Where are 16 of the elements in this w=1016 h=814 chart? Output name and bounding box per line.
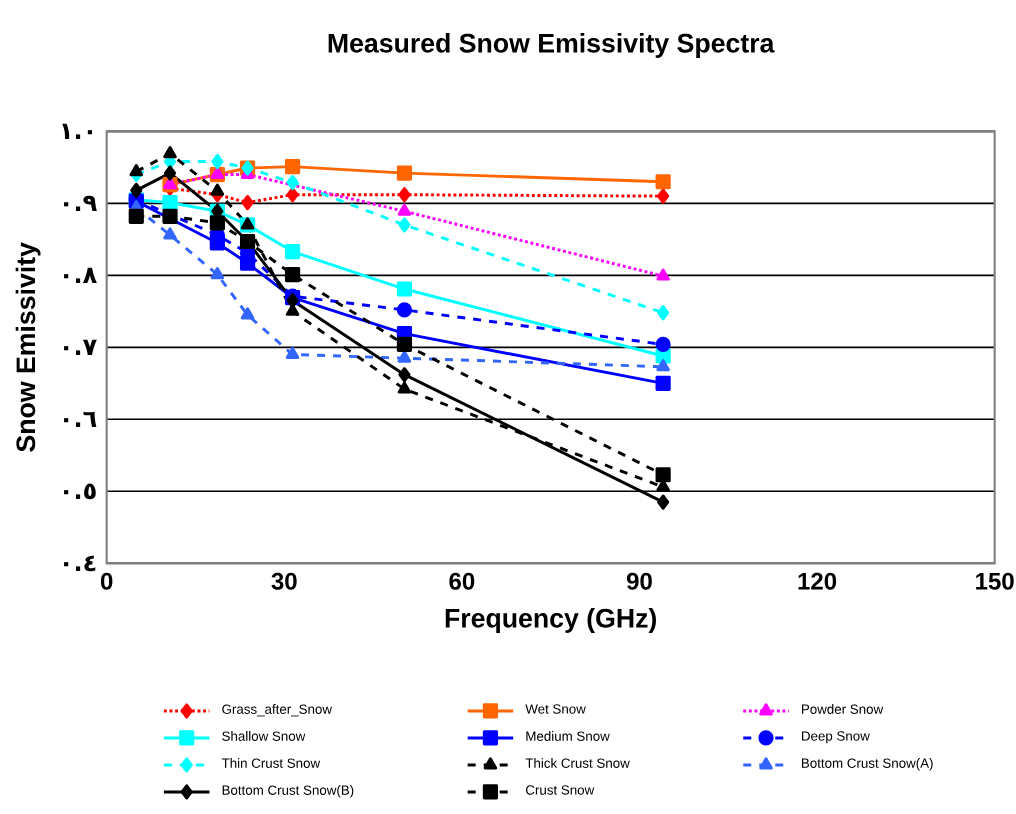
x-tick-label: 0 bbox=[100, 572, 113, 590]
x-axis-title: Frequency (GHz) bbox=[445, 608, 656, 633]
y-tick-label: ٠.٤ bbox=[64, 555, 96, 572]
y-axis-title: Snow Emissivity bbox=[15, 242, 41, 452]
x-tick-label: 120 bbox=[798, 572, 837, 590]
x-tick-label: 30 bbox=[271, 572, 297, 590]
y-tick-label: ٠.٥ bbox=[64, 483, 96, 500]
y-tick-label: ١.٠ bbox=[62, 123, 93, 139]
x-tick-label: 90 bbox=[626, 572, 652, 590]
y-tick-label: ٠.٨ bbox=[64, 267, 97, 283]
y-tick-label: ٠.٧ bbox=[64, 339, 97, 355]
y-tick-label: ٠.٩ bbox=[64, 195, 97, 212]
y-tick-label: ٠.٦ bbox=[64, 411, 97, 427]
x-tick-label: 150 bbox=[976, 572, 1014, 590]
chart-title: Measured Snow Emissivity Spectra bbox=[328, 33, 775, 58]
x-tick-label: 60 bbox=[449, 572, 475, 590]
